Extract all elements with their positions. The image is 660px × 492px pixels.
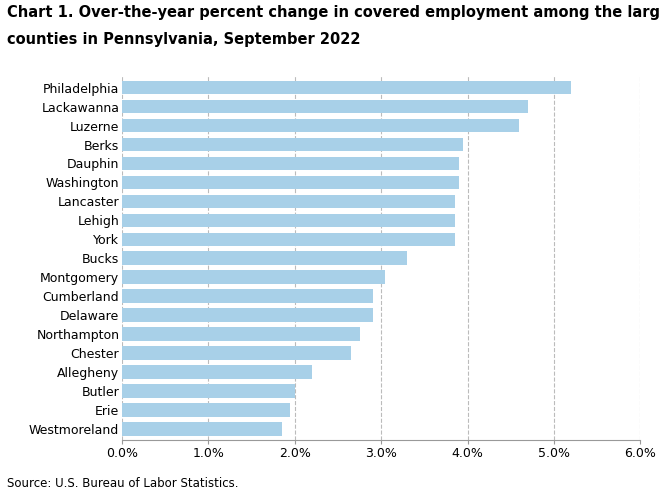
Bar — [122, 251, 407, 265]
Text: counties in Pennsylvania, September 2022: counties in Pennsylvania, September 2022 — [7, 32, 360, 47]
Bar — [122, 119, 519, 132]
Bar — [122, 176, 459, 189]
Bar — [122, 327, 360, 341]
Bar — [122, 308, 372, 322]
Bar — [122, 365, 312, 379]
Bar — [122, 403, 290, 417]
Bar — [122, 233, 455, 246]
Text: Source: U.S. Bureau of Labor Statistics.: Source: U.S. Bureau of Labor Statistics. — [7, 477, 238, 490]
Bar — [122, 100, 528, 114]
Bar — [122, 81, 571, 94]
Bar — [122, 289, 372, 303]
Bar — [122, 138, 463, 152]
Bar — [122, 156, 459, 170]
Bar — [122, 422, 282, 436]
Bar — [122, 384, 295, 398]
Bar — [122, 271, 385, 284]
Bar — [122, 214, 455, 227]
Bar — [122, 346, 351, 360]
Bar — [122, 194, 455, 208]
Text: Chart 1. Over-the-year percent change in covered employment among the largest: Chart 1. Over-the-year percent change in… — [7, 5, 660, 20]
